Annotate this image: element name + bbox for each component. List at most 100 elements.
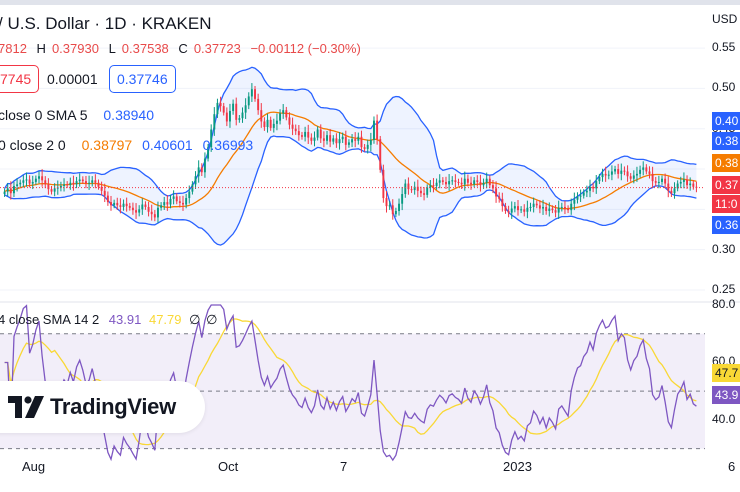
candle — [297, 131, 300, 136]
candle — [329, 135, 332, 142]
candle — [156, 207, 159, 218]
candle — [661, 178, 663, 182]
sell-price-pill[interactable]: 7745 — [0, 65, 40, 93]
candle — [410, 189, 413, 191]
candle — [498, 196, 501, 199]
candle — [670, 190, 673, 194]
candle — [97, 182, 100, 187]
candle — [617, 169, 620, 174]
spread-value: 0.00001 — [47, 71, 98, 87]
candle — [601, 173, 604, 178]
candle — [200, 167, 203, 173]
candle — [294, 128, 297, 132]
candle — [160, 205, 163, 208]
bb-basis-value: 0.38797 — [81, 137, 133, 153]
candle — [501, 198, 504, 207]
candle — [9, 188, 12, 194]
candle — [110, 202, 112, 206]
rsi-indicator[interactable]: 4 close SMA 14 2 43.91 47.79 ∅ ∅ — [0, 312, 217, 328]
candle — [291, 124, 294, 129]
candle — [463, 178, 466, 185]
rsi-extra-1: ∅ — [189, 312, 201, 327]
candle — [203, 158, 206, 173]
bb-indicator[interactable]: 0 close 2 0 0.38797 0.40601 0.36993 — [0, 137, 253, 153]
candle — [106, 195, 109, 203]
candle — [63, 184, 66, 186]
candle — [585, 190, 588, 193]
candle — [557, 207, 560, 213]
candle — [125, 203, 128, 207]
candle — [682, 179, 685, 182]
candle — [532, 203, 535, 207]
candle — [285, 110, 288, 118]
candle — [163, 202, 166, 206]
candle — [657, 181, 660, 183]
candle — [457, 181, 460, 183]
candle — [604, 173, 607, 176]
tradingview-brand: TradingView — [50, 394, 176, 419]
candle — [210, 129, 213, 148]
candle — [416, 186, 419, 191]
buy-price-pill[interactable]: 0.37746 — [109, 65, 176, 93]
candle — [614, 169, 617, 172]
candle — [664, 178, 667, 184]
candle — [366, 144, 369, 149]
candle — [113, 202, 116, 206]
candle — [470, 182, 472, 185]
candle — [441, 180, 444, 182]
candle — [373, 120, 375, 140]
candle — [69, 182, 72, 186]
candle — [53, 188, 56, 192]
price-tick-label: 0.55 — [712, 40, 736, 55]
tradingview-watermark[interactable]: TradingView — [0, 381, 205, 433]
candle — [620, 170, 623, 174]
candle — [272, 123, 275, 128]
candle — [219, 102, 222, 107]
candle — [645, 167, 648, 172]
candle — [460, 182, 463, 185]
candle — [379, 139, 382, 170]
ohlc-close-key: C — [178, 41, 188, 56]
bb-basis-line — [4, 111, 697, 210]
candle — [438, 180, 441, 183]
candle — [25, 179, 28, 181]
candle — [16, 184, 19, 186]
tradingview-logo-icon — [8, 396, 44, 418]
candle — [676, 183, 679, 189]
candle — [592, 186, 595, 189]
candle — [394, 210, 397, 215]
candle — [150, 211, 153, 215]
candle — [401, 194, 404, 204]
candle — [648, 171, 651, 174]
candle — [360, 136, 363, 148]
candle — [679, 181, 682, 184]
candle — [172, 196, 175, 199]
x-tick-label: Aug — [22, 459, 46, 474]
candle — [344, 136, 347, 145]
price-axis-tag: 0.38 — [712, 154, 740, 172]
candle — [128, 206, 131, 208]
candle — [75, 181, 78, 185]
candle — [626, 171, 629, 177]
candle — [332, 138, 335, 142]
candle — [269, 119, 272, 128]
candle — [341, 136, 344, 140]
candle — [654, 181, 657, 183]
candle — [28, 179, 31, 184]
candle — [351, 139, 354, 143]
bb-upper-value: 0.40601 — [142, 137, 193, 153]
candle — [338, 139, 341, 144]
candle — [232, 103, 235, 111]
candle — [175, 196, 178, 202]
candle — [513, 206, 516, 209]
candle — [692, 183, 695, 187]
candle — [545, 206, 548, 211]
candle — [182, 202, 184, 205]
sma-indicator[interactable]: close 0 SMA 5 0.38940 — [0, 107, 154, 123]
candle — [623, 170, 626, 172]
candle — [479, 181, 482, 186]
price-axis-tag: 0.40 — [712, 112, 740, 130]
candle — [510, 208, 513, 213]
candle — [244, 105, 247, 113]
candle — [567, 208, 570, 211]
